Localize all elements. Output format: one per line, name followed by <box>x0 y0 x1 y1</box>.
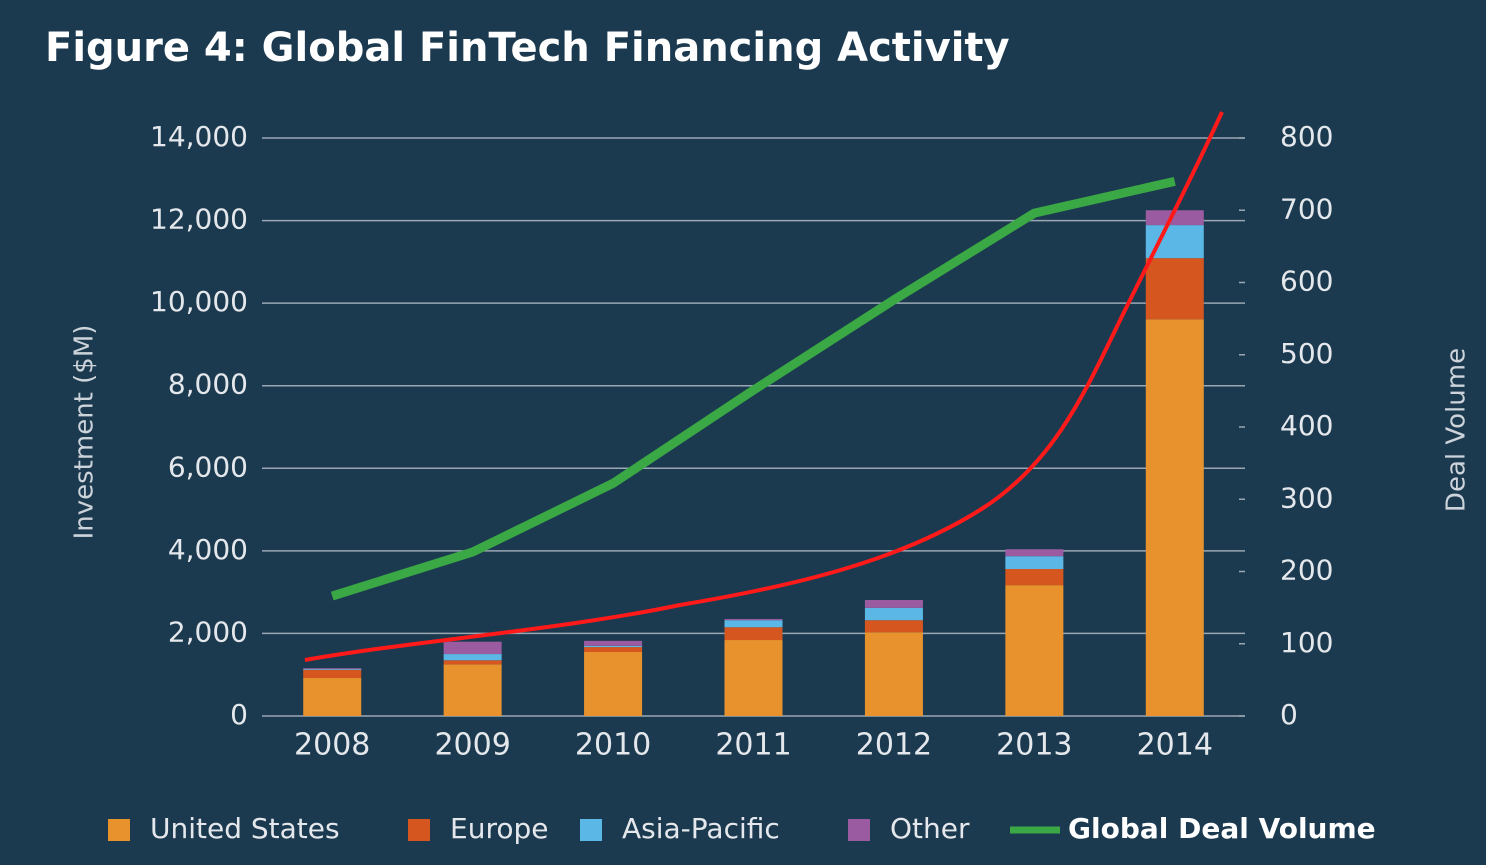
legend-label: Europe <box>450 812 548 845</box>
y2-tick-label: 300 <box>1280 481 1333 514</box>
legend-label: Other <box>890 812 970 845</box>
bar-segment <box>724 627 783 641</box>
legend-label: United States <box>150 812 340 845</box>
y2-tick-label: 500 <box>1280 337 1333 370</box>
bar-segment <box>1005 549 1064 557</box>
bar-segment <box>864 620 923 633</box>
legend-label: Asia-Pacific <box>622 812 780 845</box>
bar-segment <box>1145 210 1204 226</box>
y2-tick-label: 100 <box>1280 626 1333 659</box>
bar-segment <box>303 678 362 716</box>
y-tick-label: 12,000 <box>150 203 248 236</box>
x-tick-label: 2012 <box>856 728 932 763</box>
x-tick-label: 2014 <box>1137 728 1213 763</box>
y2-tick-label: 600 <box>1280 265 1333 298</box>
bar-segment <box>1145 319 1204 716</box>
legend-swatch <box>580 819 602 841</box>
deal-volume-line <box>330 176 1176 601</box>
bar-segment <box>864 607 923 621</box>
y-tick-label: 4,000 <box>168 533 248 566</box>
y2-tick-label: 200 <box>1280 554 1333 587</box>
bar-segment <box>303 669 362 679</box>
y-tick-label: 14,000 <box>150 120 248 153</box>
chart-title: Figure 4: Global FinTech Financing Activ… <box>45 25 1010 71</box>
bar-segment <box>443 641 502 655</box>
y-tick-label: 8,000 <box>168 368 248 401</box>
y-tick-label: 6,000 <box>168 450 248 483</box>
bar-segment <box>584 647 643 653</box>
y-axis-label: Investment ($M) <box>70 325 100 540</box>
bar-segment <box>443 660 502 665</box>
bar-segment <box>1005 556 1064 570</box>
bar-segment <box>584 652 643 716</box>
x-tick-label: 2008 <box>294 728 370 763</box>
x-tick-label: 2011 <box>715 728 791 763</box>
bar-segment <box>724 620 783 628</box>
annotation-curve <box>304 111 1224 662</box>
bar-segment <box>1005 569 1064 586</box>
y-tick-label: 10,000 <box>150 285 248 318</box>
x-tick-label: 2010 <box>575 728 651 763</box>
legend-swatch <box>408 819 430 841</box>
y2-tick-label: 800 <box>1280 120 1333 153</box>
bar-segment <box>724 640 783 716</box>
y2-tick-label: 0 <box>1280 698 1298 731</box>
legend-label: Global Deal Volume <box>1068 812 1376 845</box>
bar-segment <box>1005 585 1064 716</box>
plot: 0 2,000 4,000 6,000 8,000 10,000 12,000 14,000 0… <box>150 120 1333 763</box>
y2-axis-label: Deal Volume <box>1442 348 1472 512</box>
bar-segment <box>303 668 362 669</box>
y-tick-label: 0 <box>230 698 248 731</box>
legend-swatch <box>108 819 130 841</box>
bar-segment <box>864 599 923 608</box>
x-tick-label: 2013 <box>996 728 1072 763</box>
bar-segment <box>864 632 923 716</box>
bar-segment <box>303 668 362 670</box>
bar-segment <box>584 645 643 648</box>
bar-segment <box>443 664 502 716</box>
legend-swatch <box>848 819 870 841</box>
bar-segment <box>584 640 643 646</box>
bar-segment <box>1145 258 1204 320</box>
y-tick-label: 2,000 <box>168 615 248 648</box>
x-tick-label: 2009 <box>434 728 510 763</box>
bar-segment <box>443 654 502 661</box>
bar-segment <box>724 618 783 621</box>
y2-tick-label: 400 <box>1280 409 1333 442</box>
y2-tick-label: 700 <box>1280 192 1333 225</box>
